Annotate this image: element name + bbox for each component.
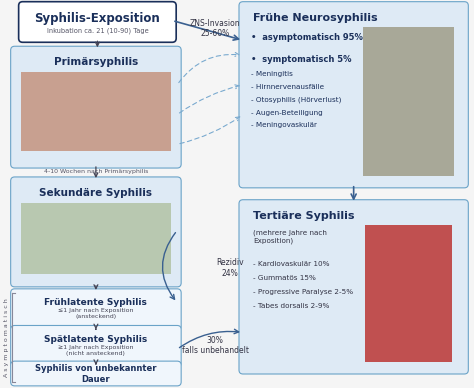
Text: Spätlatente Syphilis: Spätlatente Syphilis bbox=[44, 335, 147, 344]
FancyBboxPatch shape bbox=[365, 225, 452, 362]
FancyBboxPatch shape bbox=[11, 326, 181, 367]
Text: Rezidiv
24%: Rezidiv 24% bbox=[216, 258, 244, 278]
Text: Frühlatente Syphilis: Frühlatente Syphilis bbox=[45, 298, 147, 307]
Text: Frühe Neurosyphilis: Frühe Neurosyphilis bbox=[253, 12, 378, 23]
Text: A s y m p t o m a t i s c h: A s y m p t o m a t i s c h bbox=[4, 298, 9, 377]
Text: Inkubation ca. 21 (10-90) Tage: Inkubation ca. 21 (10-90) Tage bbox=[46, 27, 148, 34]
FancyBboxPatch shape bbox=[21, 203, 171, 274]
Text: ≥1 Jahr nach Exposition
(nicht ansteckend): ≥1 Jahr nach Exposition (nicht anstecken… bbox=[58, 345, 134, 356]
FancyBboxPatch shape bbox=[21, 72, 171, 151]
FancyBboxPatch shape bbox=[239, 200, 468, 374]
Text: - Hirnnervenausfälle: - Hirnnervenausfälle bbox=[251, 84, 324, 90]
Text: - Augen-Beteiligung: - Augen-Beteiligung bbox=[251, 110, 323, 116]
Text: ≤1 Jahr nach Exposition
(ansteckend): ≤1 Jahr nach Exposition (ansteckend) bbox=[58, 308, 134, 319]
FancyBboxPatch shape bbox=[11, 46, 181, 168]
FancyBboxPatch shape bbox=[11, 361, 181, 386]
Text: Primärsyphilis: Primärsyphilis bbox=[54, 57, 138, 67]
Text: - Meningovaskulär: - Meningovaskulär bbox=[251, 123, 317, 128]
Text: (mehrere Jahre nach
Exposition): (mehrere Jahre nach Exposition) bbox=[253, 229, 327, 244]
Text: •  symptomatisch 5%: • symptomatisch 5% bbox=[251, 55, 351, 64]
Text: Tertiäre Syphilis: Tertiäre Syphilis bbox=[253, 211, 355, 220]
Text: 30%
falls unbehandelt: 30% falls unbehandelt bbox=[182, 336, 248, 355]
Text: ZNS-Invasion
25-60%: ZNS-Invasion 25-60% bbox=[190, 19, 240, 38]
FancyBboxPatch shape bbox=[239, 2, 468, 188]
Text: - Progressive Paralyse 2-5%: - Progressive Paralyse 2-5% bbox=[253, 289, 353, 295]
FancyBboxPatch shape bbox=[11, 289, 181, 331]
FancyBboxPatch shape bbox=[18, 2, 176, 42]
Text: - Tabes dorsalis 2-9%: - Tabes dorsalis 2-9% bbox=[253, 303, 329, 309]
Text: 4-10 Wochen nach Primärsyphilis: 4-10 Wochen nach Primärsyphilis bbox=[44, 170, 148, 175]
Text: Syphilis-Exposition: Syphilis-Exposition bbox=[35, 12, 160, 25]
FancyBboxPatch shape bbox=[363, 28, 455, 176]
Text: - Kardiovaskulär 10%: - Kardiovaskulär 10% bbox=[253, 261, 329, 267]
Text: - Meningitis: - Meningitis bbox=[251, 71, 293, 77]
Text: •  asymptomatisch 95%: • asymptomatisch 95% bbox=[251, 33, 363, 42]
FancyBboxPatch shape bbox=[11, 177, 181, 287]
Text: - Otosyphilis (Hörverlust): - Otosyphilis (Hörverlust) bbox=[251, 97, 341, 103]
Text: - Gummatös 15%: - Gummatös 15% bbox=[253, 275, 316, 281]
Text: Sekundäre Syphilis: Sekundäre Syphilis bbox=[39, 188, 153, 198]
Text: Syphilis von unbekannter
Dauer: Syphilis von unbekannter Dauer bbox=[35, 364, 157, 384]
